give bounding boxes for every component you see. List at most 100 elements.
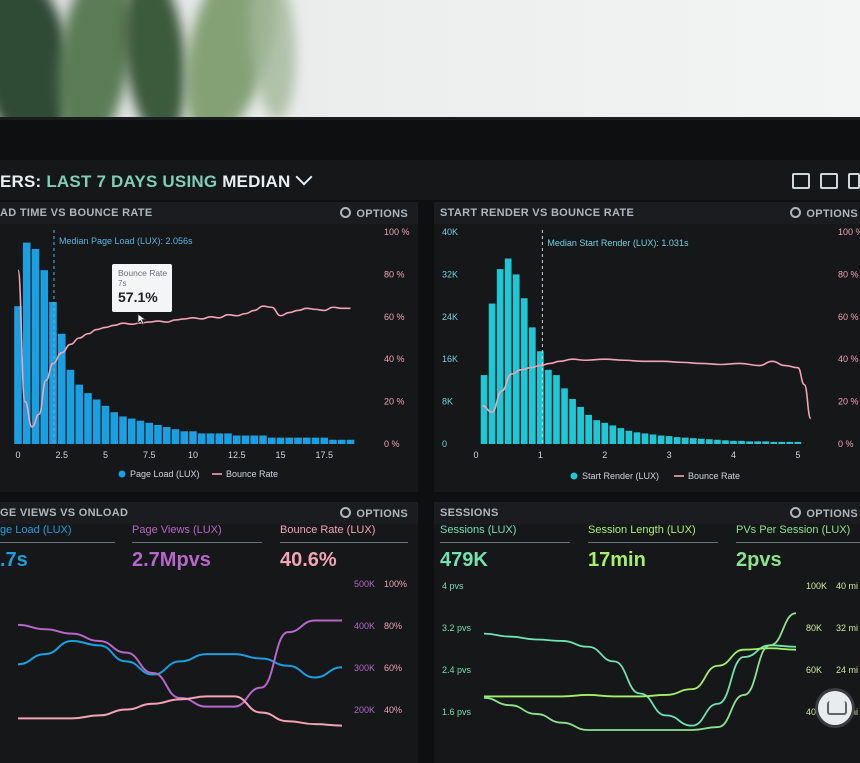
start-render-bar xyxy=(665,436,673,444)
kpi-value: 2pvs xyxy=(736,549,782,571)
chat-icon[interactable] xyxy=(818,691,852,725)
kpi-page-load[interactable]: ge Load (LUX) .7s xyxy=(0,524,115,572)
page-load-bar xyxy=(337,439,346,444)
tooltip-title: Bounce Rate xyxy=(118,268,167,278)
start-render-bar xyxy=(786,441,794,444)
dashboard-header: ERS: LAST 7 DAYS USING MEDIAN xyxy=(0,160,860,200)
y-tick-label: 8K xyxy=(442,397,453,407)
page-load-bar xyxy=(92,399,101,444)
kpi-page-views[interactable]: Page Views (LUX) 2.7Mpvs xyxy=(132,524,262,572)
start-render-bar xyxy=(673,437,681,444)
y-tick-label-views: 300K xyxy=(354,663,375,673)
panel-title: GE VIEWS VS ONLOAD xyxy=(0,507,129,519)
kpi-session-length[interactable]: Session Length (LUX) 17min xyxy=(588,524,718,572)
kpi-row: ge Load (LUX) .7s Page Views (LUX) 2.7Mp… xyxy=(0,524,418,576)
expand-icon[interactable] xyxy=(820,173,838,189)
y2-tick-label: 0 % xyxy=(838,439,854,449)
page-load-bar xyxy=(311,437,320,444)
x-tick-label: 10 xyxy=(188,450,198,460)
x-tick-label: 0 xyxy=(473,450,478,460)
kpi-label: Sessions (LUX) xyxy=(440,524,517,536)
kpi-label: PVs Per Session (LUX) xyxy=(736,524,851,536)
y-tick-label-sessions: 40K xyxy=(806,707,822,717)
panel-header: GE VIEWS VS ONLOAD OPTIONS xyxy=(0,502,418,524)
y-tick-label: 40K xyxy=(442,227,458,237)
sessions-line xyxy=(483,632,797,727)
start-render-bar xyxy=(585,414,592,444)
page-load-bar xyxy=(40,270,49,444)
options-button[interactable]: OPTIONS xyxy=(790,207,858,220)
y-tick-label-bounce: 60% xyxy=(384,663,402,673)
kpi-label: ge Load (LUX) xyxy=(0,524,72,536)
x-tick-label: 4 xyxy=(731,450,736,460)
start-render-bar xyxy=(681,437,689,444)
y-tick-label-sessions: 60K xyxy=(806,665,822,675)
page-load-line xyxy=(17,639,343,679)
start-render-bar xyxy=(633,432,641,444)
options-button[interactable]: OPTIONS xyxy=(790,507,858,520)
options-button[interactable]: OPTIONS xyxy=(340,207,408,220)
start-render-bar xyxy=(593,420,601,444)
kpi-label: Bounce Rate (LUX) xyxy=(280,524,376,536)
kpi-value: .7s xyxy=(0,549,28,571)
x-tick-label: 1 xyxy=(538,450,543,460)
kpi-row: Sessions (LUX) 479K Session Length (LUX)… xyxy=(434,524,860,576)
start-render-bar xyxy=(698,438,705,444)
views-onload-chart: 500K 400K 300K 200K 100% 80% 60% 40% xyxy=(17,580,407,727)
x-tick-label: 5 xyxy=(103,450,108,460)
start-render-bar xyxy=(545,369,552,444)
panel-render-vs-bounce: START RENDER VS BOUNCE RATE OPTIONS Medi… xyxy=(434,202,860,492)
kpi-divider xyxy=(588,542,718,543)
options-label: OPTIONS xyxy=(356,208,408,220)
tooltip-value: 57.1% xyxy=(118,289,158,305)
options-button[interactable]: OPTIONS xyxy=(340,507,408,520)
y2-tick-label: 80 % xyxy=(838,269,859,279)
y-tick-label: 0 xyxy=(442,439,447,449)
start-render-bar xyxy=(770,441,778,444)
page-load-bar xyxy=(84,393,92,444)
start-render-bar xyxy=(649,434,657,444)
page-load-bar xyxy=(250,435,259,444)
y-tick-label-pvs: 4 pvs xyxy=(442,581,464,591)
y-tick-label-pvs: 1.6 pvs xyxy=(442,707,472,717)
y-tick-label-length: 24 mi xyxy=(836,665,858,675)
gear-icon xyxy=(340,207,352,218)
page-load-bar xyxy=(224,433,232,444)
panel-sessions: SESSIONS OPTIONS Sessions (LUX) 479K Ses… xyxy=(434,502,860,763)
page-load-bar xyxy=(285,437,294,444)
page-load-bar xyxy=(329,439,337,444)
start-render-bar xyxy=(625,430,633,444)
start-render-bar xyxy=(496,269,504,444)
y-tick-label-sessions: 80K xyxy=(806,623,822,633)
chevron-down-icon[interactable] xyxy=(295,168,313,186)
legend-label: Start Render (LUX) xyxy=(582,471,659,481)
y-tick-label-views: 500K xyxy=(354,580,375,589)
y2-tick-label: 40 % xyxy=(838,354,859,364)
bounce-rate-line xyxy=(17,269,351,428)
session-length-line xyxy=(484,647,797,698)
monitor-icon[interactable] xyxy=(792,173,810,189)
start-render-bar xyxy=(722,440,729,444)
gear-icon xyxy=(790,207,802,218)
y2-tick-label: 0 % xyxy=(384,439,400,449)
kpi-sessions[interactable]: Sessions (LUX) 479K xyxy=(440,524,570,572)
tooltip-box xyxy=(112,264,172,312)
page-title[interactable]: ERS: LAST 7 DAYS USING MEDIAN xyxy=(0,168,313,192)
start-render-bar xyxy=(641,433,649,444)
start-render-bar xyxy=(537,351,544,444)
page-load-bar xyxy=(145,422,154,444)
page-load-bar xyxy=(22,242,31,444)
kpi-value: 40.6% xyxy=(280,549,337,571)
kpi-bounce-rate[interactable]: Bounce Rate (LUX) 40.6% xyxy=(280,524,408,572)
y-tick-label-bounce: 40% xyxy=(384,705,402,715)
cursor-icon xyxy=(137,313,147,326)
start-render-bar xyxy=(577,406,584,444)
y-tick-label-bounce: 80% xyxy=(384,621,402,631)
start-render-bar xyxy=(561,388,568,444)
start-render-bar xyxy=(689,438,697,444)
median-label: Median Start Render (LUX): 1.031s xyxy=(547,238,689,248)
tooltip-sub: 7s xyxy=(118,279,126,288)
tablet-icon[interactable] xyxy=(848,173,860,189)
y2-tick-label: 60 % xyxy=(838,312,859,322)
kpi-pvs-per-session[interactable]: PVs Per Session (LUX) 2pvs xyxy=(736,524,860,572)
